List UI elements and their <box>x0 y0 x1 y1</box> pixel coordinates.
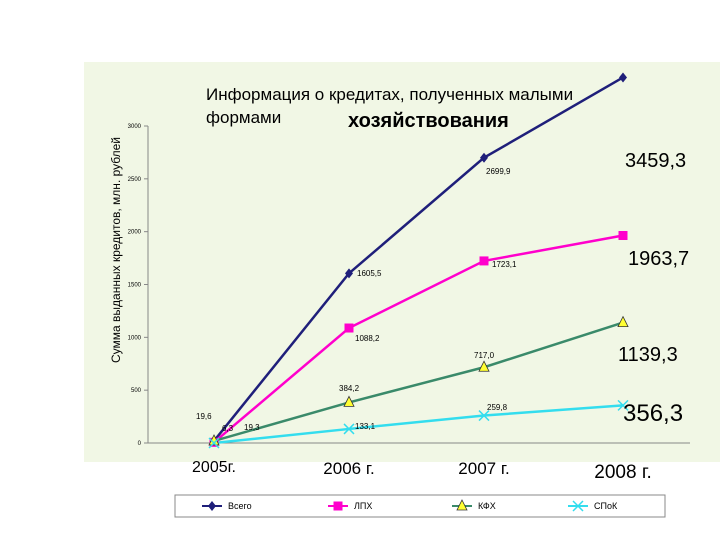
legend-label: Всего <box>228 501 252 511</box>
data-point-marker <box>343 423 355 435</box>
data-point-marker <box>478 360 490 372</box>
legend-marker <box>208 501 216 511</box>
data-point-marker <box>344 323 354 333</box>
y-axis-label: Сумма выданных кредитов, млн. рублей <box>109 137 123 363</box>
data-point-marker <box>619 72 627 83</box>
y-tick-label: 0 <box>138 441 142 447</box>
y-tick-label: 1500 <box>128 283 142 289</box>
data-value-label: 1723,1 <box>492 260 517 269</box>
data-point-marker <box>618 231 628 241</box>
y-tick-label: 1000 <box>128 335 142 341</box>
y-tick-label: 2500 <box>128 177 142 183</box>
data-value-label: 133,1 <box>355 422 376 431</box>
chart-title-line-1: Информация о кредитах, полученных малыми <box>206 85 573 104</box>
data-value-label: 19,6 <box>196 412 212 421</box>
data-point-marker <box>208 437 220 449</box>
data-point-marker <box>343 395 355 407</box>
chart-background-panel <box>84 62 720 462</box>
chart-title-line-2b: хозяйствования <box>348 110 509 132</box>
legend-label: КФХ <box>478 501 496 511</box>
data-value-label: 259,8 <box>487 403 508 412</box>
series-line-0 <box>213 76 624 442</box>
data-value-label: 1139,3 <box>618 344 678 366</box>
series-line-1 <box>213 234 624 444</box>
legend-marker <box>456 499 468 511</box>
legend-label: СПоК <box>594 501 618 511</box>
data-point-marker <box>617 399 629 411</box>
x-tick-label: 2006 г. <box>323 459 374 478</box>
legend-marker <box>572 500 584 512</box>
legend-label: ЛПХ <box>354 501 372 511</box>
series-line-3 <box>213 404 624 445</box>
data-value-label: 356,3 <box>623 400 683 427</box>
data-value-label: 1605,5 <box>357 269 382 278</box>
data-value-label: 1088,2 <box>355 334 380 343</box>
data-point-marker <box>480 152 488 163</box>
y-tick-label: 2000 <box>128 230 142 236</box>
data-point-marker <box>478 410 490 422</box>
data-point-marker <box>345 268 353 279</box>
x-tick-label: 2007 г. <box>458 459 509 478</box>
y-tick-label: 500 <box>131 388 142 394</box>
data-value-label: 717,0 <box>474 351 495 360</box>
y-tick-label: 3000 <box>128 124 142 130</box>
x-tick-label: 2005г. <box>192 459 236 476</box>
data-value-label: 1963,7 <box>628 248 689 270</box>
data-value-label: 19,3 <box>244 423 260 432</box>
series-line-2 <box>213 321 624 443</box>
legend-marker <box>333 501 343 511</box>
chart-title-line-2a: формами <box>206 108 281 127</box>
data-point-marker <box>617 315 629 328</box>
data-value-label: 384,2 <box>339 384 360 393</box>
data-value-label: 2699,9 <box>486 167 511 176</box>
data-value-label: 6,3 <box>222 424 234 433</box>
x-tick-label: 2008 г. <box>594 462 651 483</box>
data-point-marker <box>479 256 489 266</box>
y-axis-label-group: Сумма выданных кредитов, млн. рублей <box>109 137 123 363</box>
data-value-label: 3459,3 <box>625 150 686 172</box>
legend-box <box>174 494 666 518</box>
